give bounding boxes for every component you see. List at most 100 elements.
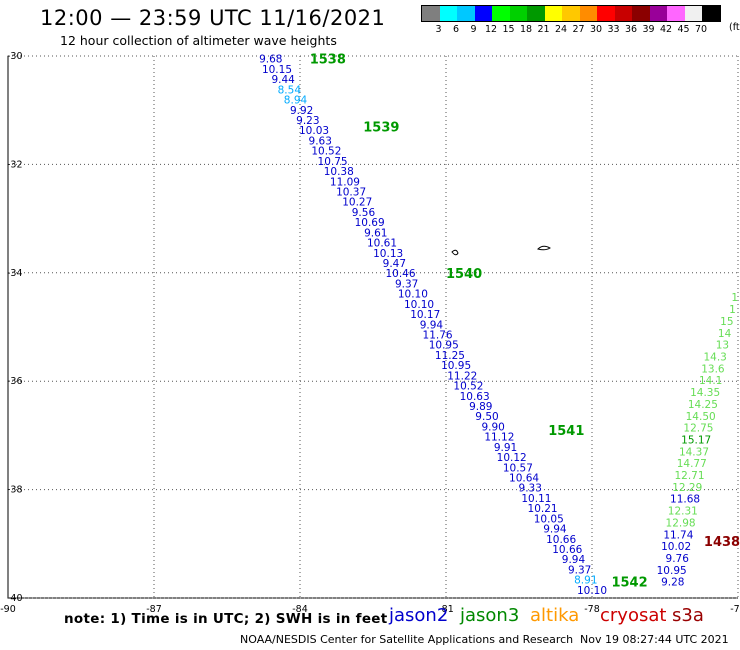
legend-tick-label: 70 [694, 24, 708, 35]
swh-value-label: 14.37 [679, 446, 709, 458]
legend-swatch [684, 6, 702, 21]
swh-value-label: 14.50 [686, 411, 716, 423]
y-tick-label: -40 [7, 593, 23, 604]
legend-tick-label: 24 [554, 24, 568, 35]
x-tick-label: -81 [438, 604, 454, 615]
pass-number-label: 1438 [704, 535, 740, 550]
legend-tick-label: 39 [642, 24, 655, 35]
legend-tick-label: 27 [572, 24, 585, 35]
swh-value-label: 9.90 [481, 421, 504, 433]
legend-tick-label: 36 [624, 24, 638, 35]
legend-tick-label: 42 [659, 24, 673, 35]
swh-value-label: 10.75 [318, 156, 348, 168]
swh-value-label: 14.25 [688, 399, 718, 411]
swh-value-label: 10.15 [262, 64, 292, 76]
swh-value-label: 12.31 [668, 506, 698, 518]
swh-value-label: 9.94 [420, 319, 444, 331]
swh-value-label: 10.17 [410, 309, 440, 321]
swh-value-label: 14 [718, 328, 732, 340]
swh-value-label: 10.46 [385, 268, 415, 280]
swh-value-label: 12.71 [674, 470, 704, 482]
swh-value-label: 1 [731, 292, 738, 304]
swh-value-label: 9.89 [469, 401, 492, 413]
swh-value-label: 10.10 [404, 299, 434, 311]
swh-value-label: 10.27 [342, 197, 372, 209]
legend-swatch [474, 6, 492, 21]
legend-swatch [492, 6, 510, 21]
swh-value-label: 9.33 [519, 483, 542, 495]
legend-tick-label: 6 [452, 24, 460, 35]
legend-swatches [421, 5, 721, 22]
swh-value-label: 9.76 [666, 553, 690, 565]
swh-value-label: 10.38 [324, 166, 354, 178]
swh-value-label: 10.02 [661, 541, 691, 553]
swh-value-label: 9.47 [383, 258, 406, 270]
swh-value-label: 13.6 [701, 363, 725, 375]
island-outline [451, 249, 459, 256]
x-tick-label: -78 [584, 604, 600, 615]
swh-value-label: 11.12 [484, 432, 514, 444]
note-text: note: 1) Time is in UTC; 2) SWH is in fe… [64, 611, 388, 627]
swh-value-label: 11.76 [423, 330, 453, 342]
swh-value-label: 10.13 [373, 248, 403, 260]
swh-value-label: 10.63 [460, 391, 490, 403]
x-tick-label: -75 [730, 604, 740, 615]
legend-tick-label: 18 [519, 24, 533, 35]
satellite-label-s3a: s3a [672, 605, 704, 626]
swh-value-label: 9.44 [271, 74, 295, 86]
pass-number-label: 1540 [446, 267, 482, 282]
x-corner-label: -90 [0, 604, 16, 615]
y-tick-label: -30 [7, 51, 23, 62]
swh-value-label: 11.74 [663, 529, 693, 541]
swh-value-label: 9.56 [352, 207, 376, 219]
swh-value-label: 12.98 [666, 517, 696, 529]
legend-tick-label: 3 [435, 24, 442, 35]
swh-value-label: 10.69 [355, 217, 385, 229]
swh-value-label: 14.3 [703, 351, 726, 363]
legend-tick-label: 12 [484, 24, 498, 35]
swh-value-label: 10.66 [552, 544, 582, 556]
legend-swatch [544, 6, 562, 21]
swh-value-label: 10.11 [521, 493, 551, 505]
swh-value-label: 10.52 [453, 381, 483, 393]
swh-value-label: 10.95 [441, 360, 471, 372]
legend-swatch [439, 6, 457, 21]
swh-value-label: 9.61 [364, 227, 387, 239]
swh-value-label: 11.68 [670, 494, 700, 506]
legend-swatch [667, 6, 685, 21]
pass-number-label: 1542 [611, 576, 647, 591]
legend-swatch [579, 6, 597, 21]
swh-value-label: 15 [720, 316, 733, 328]
swh-value-label: 10.03 [299, 125, 329, 137]
legend-swatch [562, 6, 580, 21]
swh-value-label: 9.63 [309, 135, 332, 147]
legend-swatch [457, 6, 475, 21]
legend-tick-label: 15 [502, 24, 515, 35]
swh-value-label: 9.28 [661, 577, 684, 589]
y-tick-label: -32 [7, 159, 23, 170]
swh-value-label: 9.68 [259, 54, 282, 66]
y-tick-label: -34 [7, 268, 23, 279]
swh-value-label: 10.12 [497, 452, 527, 464]
swh-value-label: 15.17 [681, 434, 711, 446]
swh-value-label: 9.37 [568, 564, 591, 576]
footer-credit: NOAA/NESDIS Center for Satellite Applica… [240, 633, 574, 646]
satellite-label-cryosat: cryosat [600, 605, 667, 626]
swh-value-label: 10.95 [657, 565, 687, 577]
legend-swatch [597, 6, 615, 21]
x-tick-label: -87 [146, 604, 162, 615]
pass-number-label: 1539 [363, 120, 399, 135]
swh-value-label: 9.94 [543, 524, 567, 536]
swh-value-label: 9.94 [562, 554, 586, 566]
legend-swatch [702, 6, 720, 21]
swh-value-label: 13 [716, 340, 729, 352]
swh-value-label: 14.35 [690, 387, 720, 399]
legend-tick-label: 45 [677, 24, 690, 35]
legend-tick-label: 33 [607, 24, 620, 35]
swh-value-label: 14.1 [699, 375, 722, 387]
swh-value-label: 10.10 [398, 289, 428, 301]
y-tick-label: -38 [7, 485, 23, 496]
swh-value-label: 11.22 [447, 370, 477, 382]
swh-value-label: 9.23 [296, 115, 319, 127]
